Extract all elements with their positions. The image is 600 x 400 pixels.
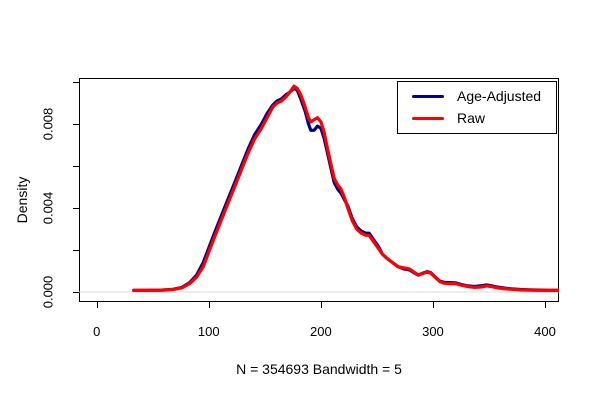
x-axis-tick [320, 302, 322, 308]
y-axis-tick-label: 0.004 [40, 191, 56, 225]
x-axis-tick-label: 100 [197, 324, 220, 339]
y-axis-tick-label: 0.000 [40, 275, 56, 309]
y-axis-tick [73, 250, 79, 251]
age-adjusted-line-sample [412, 95, 444, 98]
density-curves-canvas [79, 84, 559, 293]
x-axis-tick-label: 200 [310, 324, 332, 339]
legend-item-raw: Raw [398, 110, 556, 127]
legend-box: Age-Adjusted Raw [397, 81, 557, 134]
legend-item-age-adjusted: Age-Adjusted [398, 88, 556, 105]
y-axis-tick [73, 124, 79, 125]
y-axis-label: Density [14, 176, 30, 224]
x-axis-tick [432, 302, 434, 308]
y-axis-tick [73, 292, 79, 293]
y-axis-tick-label: 0.008 [40, 107, 56, 141]
x-axis-tick [96, 302, 98, 308]
raw-line-sample [412, 117, 444, 120]
x-axis-subtitle: N = 354693 Bandwidth = 5 [236, 361, 402, 377]
y-axis-tick [73, 208, 79, 209]
y-axis-tick [73, 82, 79, 83]
x-axis-tick [208, 302, 210, 308]
density-curve-raw [132, 84, 559, 292]
x-axis-tick-label: 300 [422, 324, 444, 339]
legend-label-raw: Raw [457, 110, 486, 126]
x-axis-tick-label: 400 [534, 324, 556, 339]
y-axis-tick [73, 166, 79, 167]
legend-label-age-adjusted: Age-Adjusted [457, 88, 542, 104]
x-axis-tick [545, 302, 547, 308]
x-axis-tick-label: 0 [93, 324, 101, 339]
